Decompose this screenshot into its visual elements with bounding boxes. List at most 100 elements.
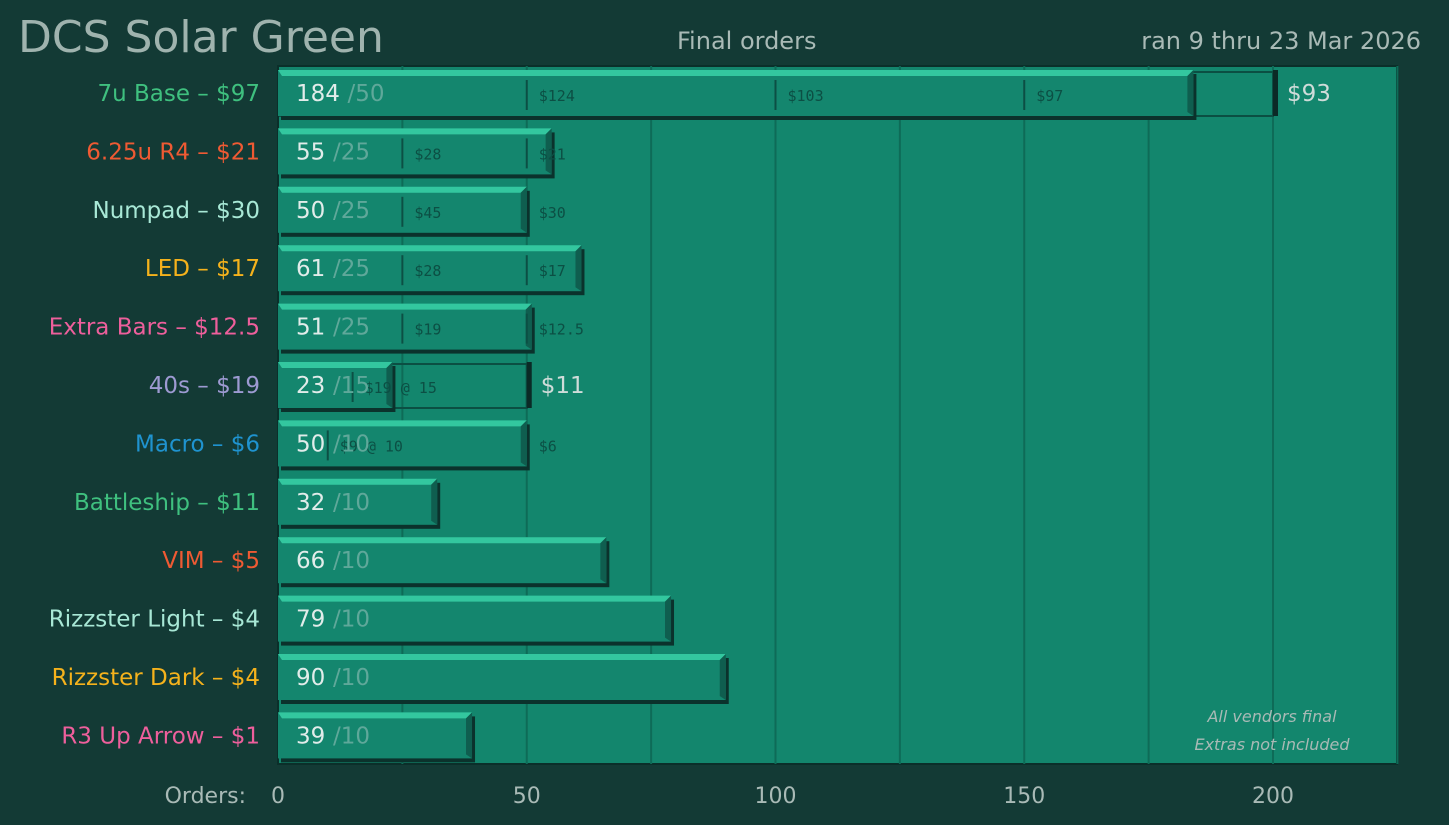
bar <box>278 654 726 700</box>
next-tier-price: $11 <box>541 373 585 399</box>
moq-label: /25 <box>333 139 370 165</box>
chart-annotation: All vendors final <box>1206 707 1337 726</box>
category-label: 6.25u R4 – $21 <box>86 139 260 165</box>
category-label: Numpad – $30 <box>92 198 260 224</box>
category-label: 40s – $19 <box>149 373 260 399</box>
bar <box>278 245 582 292</box>
bar-highlight <box>278 70 1194 76</box>
bar-edge <box>520 420 527 467</box>
moq-label: /10 <box>333 490 370 516</box>
moq-label: /15 <box>333 373 370 399</box>
x-axis-label: Orders: <box>165 784 246 809</box>
category-label: VIM – $5 <box>162 548 260 574</box>
x-tick-label: 50 <box>513 784 541 809</box>
next-tier-price: $93 <box>1287 81 1331 107</box>
tier-price: $28 <box>414 262 441 280</box>
tier-price: $30 <box>539 204 566 222</box>
order-count: 79 <box>296 607 325 633</box>
order-count: 23 <box>296 373 325 399</box>
bar-highlight <box>278 478 438 485</box>
bar <box>278 70 1194 116</box>
bar-edge <box>520 186 527 233</box>
order-count: 66 <box>296 548 325 574</box>
tier-price: $6 <box>539 437 557 455</box>
moq-label: /10 <box>333 723 370 749</box>
bar-edge <box>386 362 393 408</box>
tier-price: $9 @ 10 <box>340 437 403 455</box>
next-tier-marker <box>526 362 532 408</box>
moq-label: /50 <box>348 81 385 107</box>
bar-highlight <box>278 186 527 193</box>
order-count: 32 <box>296 490 325 516</box>
category-label: LED – $17 <box>145 256 260 282</box>
bar-highlight <box>278 654 726 660</box>
x-tick-label: 200 <box>1252 784 1294 809</box>
order-count: 90 <box>296 665 325 691</box>
moq-label: /10 <box>333 431 370 457</box>
order-count: 61 <box>296 256 325 282</box>
bar-edge <box>719 654 726 700</box>
bar-highlight <box>278 303 532 310</box>
bar-edge <box>575 245 582 292</box>
category-label: Rizzster Dark – $4 <box>52 665 260 691</box>
category-label: Rizzster Light – $4 <box>49 607 260 633</box>
date-range: ran 9 thru 23 Mar 2026 <box>1141 27 1421 55</box>
tier-price: $21 <box>539 145 566 163</box>
bar <box>278 303 532 350</box>
bar <box>278 362 393 408</box>
x-tick-label: 100 <box>755 784 797 809</box>
category-label: 7u Base – $97 <box>97 81 260 107</box>
category-label: R3 Up Arrow – $1 <box>61 723 260 749</box>
tier-price: $17 <box>539 262 566 280</box>
tier-price: $97 <box>1036 87 1063 105</box>
bar-highlight <box>278 712 473 719</box>
bar <box>278 420 527 467</box>
order-count: 39 <box>296 723 325 749</box>
moq-label: /25 <box>333 315 370 341</box>
bar-highlight <box>278 128 552 135</box>
bar-highlight <box>278 245 582 252</box>
category-label: Macro – $6 <box>135 431 260 457</box>
tier-price: $124 <box>539 87 575 105</box>
moq-label: /10 <box>333 548 370 574</box>
tier-price: $28 <box>414 145 441 163</box>
tier-price: $103 <box>788 87 824 105</box>
moq-label: /25 <box>333 198 370 224</box>
category-label: Battleship – $11 <box>74 490 260 516</box>
bar-edge <box>665 595 672 642</box>
bar-highlight <box>278 420 527 427</box>
bar <box>278 712 473 759</box>
category-label: Extra Bars – $12.5 <box>49 315 260 341</box>
bar-edge <box>545 128 552 175</box>
tier-price: $19 <box>414 321 441 339</box>
tier-price: $45 <box>414 204 441 222</box>
bar-edge <box>431 478 438 525</box>
tier-price: $19 @ 15 <box>365 379 437 397</box>
x-tick-label: 150 <box>1003 784 1045 809</box>
bar <box>278 595 672 642</box>
bar-edge <box>600 537 607 584</box>
bar-edge <box>466 712 473 759</box>
order-count: 51 <box>296 315 325 341</box>
order-count: 50 <box>296 431 325 457</box>
chart-title: DCS Solar Green <box>18 12 384 63</box>
moq-label: /10 <box>333 665 370 691</box>
tier-price: $12.5 <box>539 321 584 339</box>
order-count: 184 <box>296 81 340 107</box>
bar-edge <box>1187 70 1194 116</box>
bar-highlight <box>278 595 672 602</box>
moq-label: /25 <box>333 256 370 282</box>
x-tick-label: 0 <box>271 784 285 809</box>
bar <box>278 128 552 175</box>
chart-annotation: Extras not included <box>1194 735 1350 754</box>
chart-subtitle: Final orders <box>677 27 817 55</box>
order-count: 55 <box>296 139 325 165</box>
moq-label: /10 <box>333 607 370 633</box>
order-count: 50 <box>296 198 325 224</box>
bar <box>278 537 607 584</box>
bar <box>278 478 438 525</box>
bar-highlight <box>278 537 607 544</box>
next-tier-marker <box>1273 70 1278 116</box>
bar-highlight <box>278 362 393 368</box>
